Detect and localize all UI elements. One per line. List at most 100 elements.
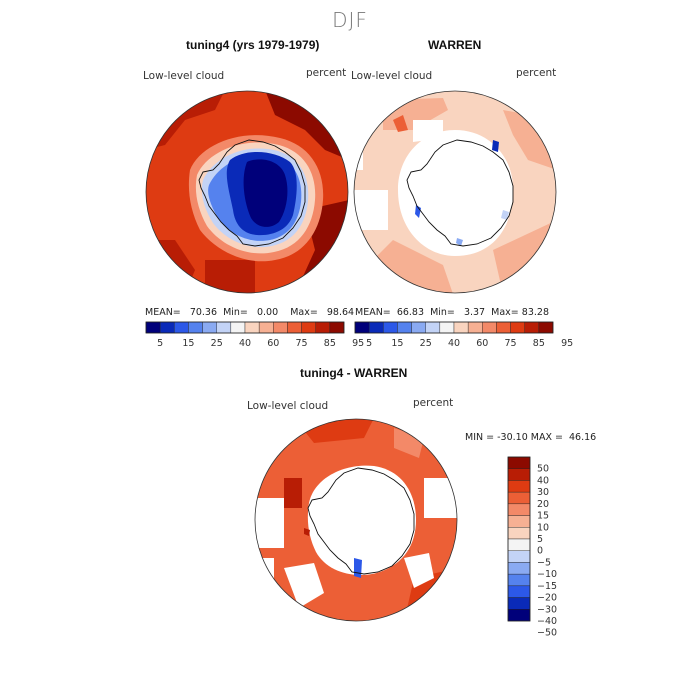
model-colorbar-swatch	[329, 321, 345, 334]
diff-colorbar-tick-label: 15	[537, 511, 549, 522]
obs-colorbar: 5 15 25 40 60 75 85 95	[354, 321, 573, 349]
model-map	[145, 90, 349, 294]
diff-map	[254, 418, 458, 622]
model-units-label: percent	[306, 67, 347, 79]
model-map-coastline	[198, 139, 306, 247]
obs-colorbar-swatch	[524, 321, 540, 334]
obs-colorbar-tick-label: 15	[391, 338, 403, 349]
obs-colorbar-swatch	[510, 321, 525, 334]
obs-colorbar-swatch	[383, 321, 398, 334]
diff-colorbar-tick-label: −15	[537, 581, 557, 592]
model-mean-label: MEAN=	[145, 307, 181, 318]
model-colorbar-swatch	[202, 321, 217, 334]
obs-colorbar-tick-label: 95	[561, 338, 573, 349]
obs-mean-label: MEAN=	[355, 307, 391, 318]
model-panel-title: tuning4 (yrs 1979-1979)	[186, 38, 320, 52]
obs-max-label: Max=	[491, 307, 519, 318]
diff-colorbar-tick-label: −50	[537, 628, 557, 639]
diff-max-label: MAX =	[530, 432, 563, 443]
model-colorbar-swatch	[287, 321, 302, 334]
obs-map-ocean-fill	[354, 91, 556, 293]
model-colorbar-swatch	[301, 321, 316, 334]
obs-variable-label: Low-level cloud	[351, 70, 433, 82]
diff-colorbar-tick-label: −10	[537, 569, 557, 580]
obs-panel-title: WARREN	[428, 38, 482, 52]
obs-colorbar-swatch	[467, 321, 483, 334]
diff-colorbar-swatch	[507, 480, 531, 493]
model-colorbar-tick-label: 60	[267, 338, 279, 349]
model-colorbar-tick-label: 5	[157, 338, 163, 349]
diff-colorbar-swatch	[507, 515, 531, 528]
diff-colorbar-swatch	[507, 585, 531, 598]
diff-max-value: 46.16	[569, 432, 597, 443]
obs-colorbar-tick-label: 5	[366, 338, 372, 349]
model-colorbar: 5 15 25 40 60 75 85 95	[145, 321, 364, 349]
diff-stats: MIN = -30.10 MAX = 46.16	[465, 432, 596, 443]
model-colorbar-swatch	[244, 321, 260, 334]
obs-colorbar-swatch	[496, 321, 511, 334]
model-colorbar-swatch	[216, 321, 232, 334]
diff-min-value: -30.10	[497, 432, 528, 443]
diff-min-label: MIN =	[465, 432, 495, 443]
diff-panel-title: tuning4 - WARREN	[300, 366, 408, 380]
obs-max-value: 83.28	[521, 307, 549, 318]
obs-colorbar-swatch	[397, 321, 412, 334]
obs-colorbar-tick-label: 60	[476, 338, 488, 349]
obs-min-label: Min=	[430, 307, 455, 318]
diff-variable-label: Low-level cloud	[247, 400, 329, 412]
obs-colorbar-swatch	[538, 321, 554, 334]
diff-colorbar-tick-label: 40	[537, 475, 549, 486]
diff-colorbar-swatch	[507, 538, 531, 551]
obs-stats: MEAN= 66.83 Min= 3.37 Max= 83.28	[355, 307, 549, 318]
obs-map-frame	[353, 90, 557, 294]
model-colorbar-tick-label: 95	[352, 338, 364, 349]
obs-map	[353, 90, 557, 294]
diff-colorbar-tick-label: 20	[537, 499, 549, 510]
diff-colorbar-tick-label: −40	[537, 616, 557, 627]
model-colorbar-swatch	[273, 321, 288, 334]
diff-colorbar-swatch	[507, 503, 531, 516]
obs-units-label: percent	[516, 67, 557, 79]
diff-map-frame	[254, 418, 458, 622]
diff-colorbar-swatch	[507, 562, 531, 575]
model-colorbar-swatch	[159, 321, 175, 334]
model-stats: MEAN= 70.36 Min= 0.00 Max= 98.64	[145, 307, 354, 318]
diff-colorbar-tick-label: −5	[537, 557, 551, 568]
model-colorbar-tick-label: 40	[239, 338, 251, 349]
model-colorbar-swatch	[145, 321, 161, 334]
diff-colorbar-tick-label: 5	[537, 534, 543, 545]
model-colorbar-tick-label: 85	[324, 338, 336, 349]
obs-min-value: 3.37	[463, 307, 486, 318]
model-max-value: 98.64	[326, 307, 355, 318]
obs-colorbar-tick-label: 85	[533, 338, 545, 349]
obs-colorbar-swatch	[425, 321, 441, 334]
diff-colorbar-swatch	[507, 491, 531, 505]
model-colorbar-swatch	[188, 321, 203, 334]
season-title: DJF	[332, 8, 368, 32]
model-colorbar-tick-label: 15	[182, 338, 194, 349]
model-variable-label: Low-level cloud	[143, 70, 225, 82]
obs-colorbar-swatch	[439, 321, 455, 334]
obs-colorbar-swatch	[411, 321, 426, 334]
diff-colorbar-swatch	[507, 456, 531, 469]
diff-colorbar-swatch	[507, 527, 531, 540]
obs-map-coastline	[406, 139, 514, 247]
obs-colorbar-swatch	[354, 321, 370, 334]
model-colorbar-swatch	[230, 321, 246, 334]
obs-mean-value: 66.83	[396, 307, 425, 318]
model-colorbar-swatch	[258, 321, 274, 334]
obs-colorbar-tick-label: 25	[420, 338, 432, 349]
model-min-value: 0.00	[256, 307, 279, 318]
obs-colorbar-swatch	[368, 321, 384, 334]
model-max-label: Max=	[290, 307, 318, 318]
model-colorbar-tick-label: 75	[296, 338, 308, 349]
obs-colorbar-tick-label: 75	[505, 338, 517, 349]
diff-colorbar-tick-label: 30	[537, 487, 549, 498]
diff-colorbar-swatch	[507, 550, 531, 563]
diff-colorbar-swatch	[507, 597, 531, 610]
diff-colorbar-tick-label: 50	[537, 464, 549, 475]
model-min-label: Min=	[223, 307, 248, 318]
diff-colorbar-tick-label: −30	[537, 604, 557, 615]
diff-colorbar-swatch	[507, 573, 531, 587]
